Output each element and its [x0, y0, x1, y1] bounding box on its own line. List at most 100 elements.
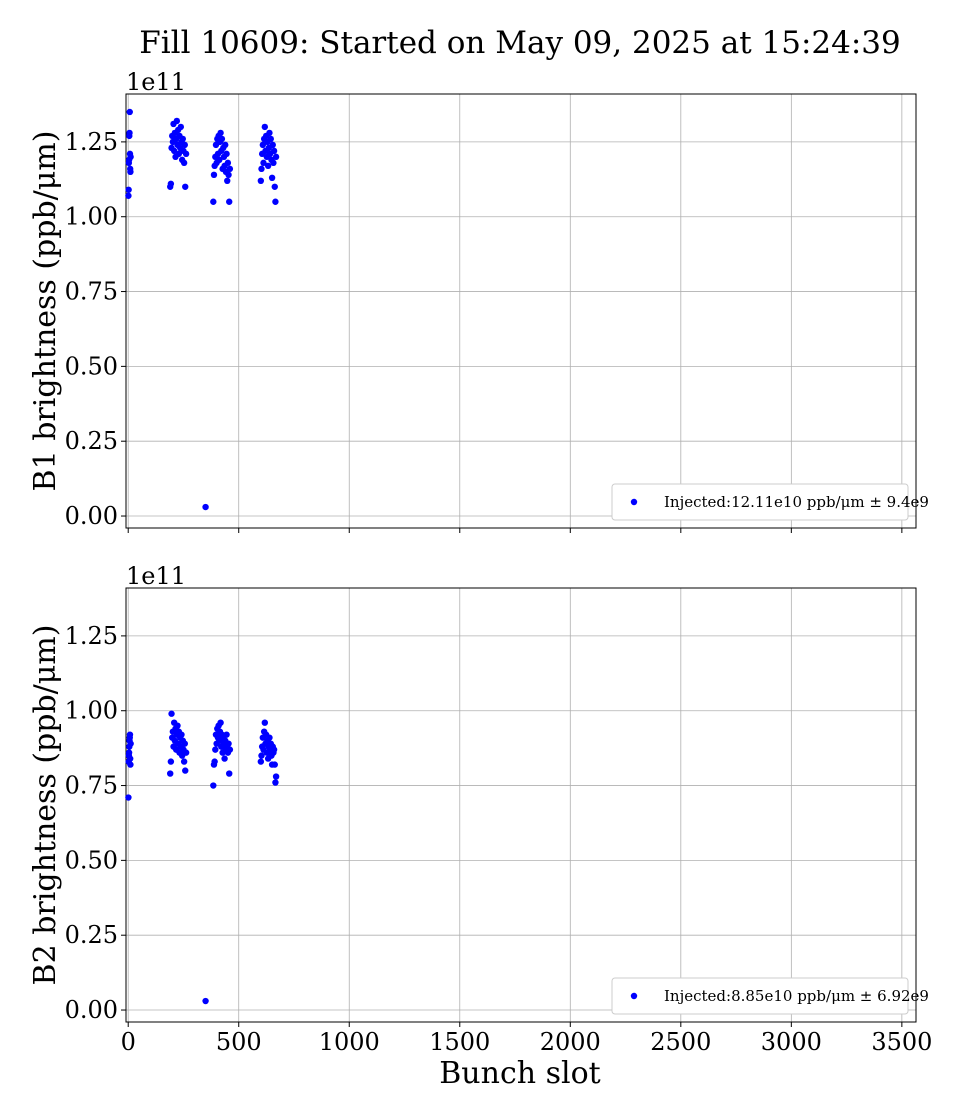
y-tick-label: 0.00 [65, 996, 118, 1024]
data-point [217, 129, 224, 137]
data-point [182, 749, 190, 756]
data-point [216, 156, 223, 164]
y-offset-label: 1e11 [126, 562, 186, 590]
y-tick-label: 0.75 [65, 278, 118, 306]
data-point [226, 746, 234, 753]
data-point [126, 755, 134, 762]
y-tick-label: 0.25 [65, 921, 118, 949]
data-point [226, 198, 233, 205]
legend-label: Injected:12.11e10 ppb/μm ± 9.4e9 [664, 493, 929, 511]
data-point [225, 171, 232, 179]
y-tick-label: 0.25 [65, 427, 118, 455]
data-point [126, 108, 133, 116]
data-point [226, 165, 234, 173]
data-point [225, 740, 232, 747]
legend-box [611, 977, 909, 1015]
y-tick-label: 1.00 [65, 203, 118, 231]
data-point [224, 177, 231, 184]
data-point [259, 141, 267, 149]
data-point [210, 782, 217, 789]
data-point [260, 159, 267, 167]
data-point [127, 761, 134, 768]
data-point [257, 758, 265, 765]
y-tick-label: 1.00 [65, 697, 118, 725]
legend-label: Injected:8.85e10 ppb/μm ± 6.92e9 [664, 987, 929, 1005]
data-point [223, 731, 230, 738]
data-point [173, 117, 181, 125]
chart-title: Fill 10609: Started on May 09, 2025 at 1… [139, 25, 901, 61]
legend-marker [630, 498, 638, 506]
y-tick-label: 0.50 [65, 352, 118, 380]
data-point [127, 168, 134, 176]
data-point [182, 183, 189, 190]
data-point [125, 192, 132, 199]
data-point [202, 503, 209, 511]
data-point [167, 758, 175, 765]
plot-frame [125, 587, 917, 1023]
data-point [126, 129, 133, 137]
data-point [266, 734, 273, 741]
data-point [202, 997, 209, 1005]
data-point [270, 147, 278, 155]
data-point [271, 761, 278, 768]
y-tick-label: 0.75 [65, 772, 118, 800]
data-point [264, 162, 272, 170]
legend: Injected:12.11e10 ppb/μm ± 9.4e9 [611, 483, 929, 521]
x-tick-label: 3000 [761, 1028, 822, 1056]
data-point [179, 135, 187, 143]
data-point [210, 198, 217, 205]
data-point [224, 159, 232, 167]
legend: Injected:8.85e10 ppb/μm ± 6.92e9 [611, 977, 929, 1015]
data-point [266, 129, 273, 137]
x-axis-label: Bunch slot [439, 1056, 600, 1091]
data-point [271, 183, 278, 190]
data-point [125, 749, 133, 756]
y-tick-label: 0.00 [65, 502, 118, 530]
x-tick-label: 0 [121, 1028, 136, 1056]
y-axis-label: B1 brightness (ppb/μm) [28, 131, 63, 492]
data-point [125, 186, 132, 193]
data-point [272, 153, 280, 161]
panel-b1: 0.00 0.25 0.50 0.75 1.00 1.25 1e11 B1 brightnes… [28, 68, 929, 533]
data-point [272, 773, 280, 780]
data-point [258, 752, 265, 759]
y-tick-label: 1.25 [65, 128, 118, 156]
data-point [258, 165, 265, 173]
data-point [223, 150, 230, 158]
data-point [211, 758, 218, 765]
data-point [257, 177, 265, 184]
data-point [270, 159, 277, 167]
data-point [170, 147, 178, 155]
data-point [177, 123, 185, 131]
data-point [125, 794, 132, 801]
x-tick-label: 1000 [319, 1028, 380, 1056]
data-point [167, 180, 175, 187]
x-tick-label: 2000 [540, 1028, 601, 1056]
legend-box [611, 483, 909, 521]
data-point [127, 153, 134, 161]
data-point [267, 135, 274, 143]
data-point [168, 710, 175, 717]
x-tick-label: 3500 [871, 1028, 932, 1056]
data-point [178, 731, 185, 738]
x-tick-label: 500 [216, 1028, 262, 1056]
data-point [218, 135, 226, 143]
y-axis-label: B2 brightness (ppb/μm) [28, 625, 63, 986]
data-point [261, 719, 269, 726]
data-point [175, 150, 183, 158]
data-point [174, 722, 181, 729]
data-point [212, 746, 219, 753]
panel-b2: 0 500 1000 1500 2000 2500 3000 3500 0.00 0.25 0.50… [28, 562, 932, 1056]
data-point [261, 123, 269, 131]
data-point [226, 770, 233, 777]
y-tick-label: 1.25 [65, 622, 118, 650]
x-tick-label: 1500 [429, 1028, 490, 1056]
data-point [272, 198, 279, 205]
x-tick-label: 2500 [650, 1028, 711, 1056]
data-point [180, 159, 188, 167]
data-point [167, 770, 174, 777]
data-point [217, 719, 224, 726]
y-tick-label: 0.50 [65, 846, 118, 874]
y-offset-label: 1e11 [126, 68, 186, 96]
